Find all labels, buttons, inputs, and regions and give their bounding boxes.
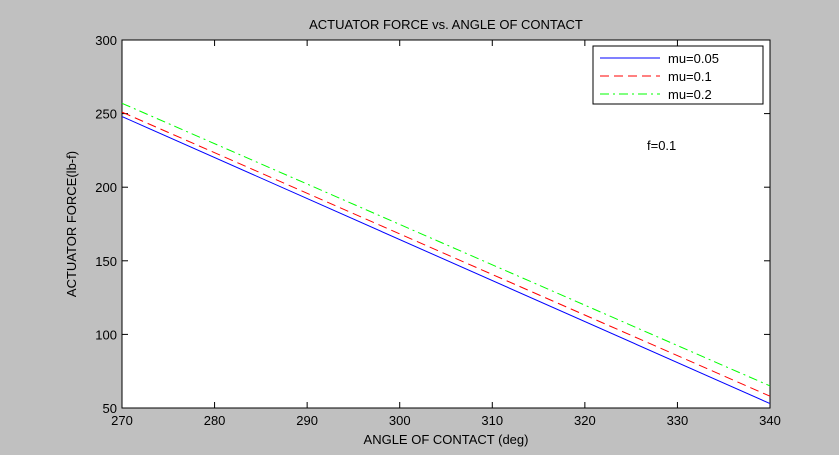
legend: mu=0.05 mu=0.1 mu=0.2 [592,45,764,105]
y-tick-label: 100 [95,327,117,342]
x-tick-label: 290 [296,413,318,428]
y-tick-label: 150 [95,254,117,269]
y-tick-label: 50 [103,401,117,416]
y-tick-label: 200 [95,180,117,195]
axis-ticks: 270 280 290 300 310 320 330 340 50 100 150 200 250 30… [95,33,781,428]
x-tick-label: 330 [667,413,689,428]
x-tick-label: 300 [389,413,411,428]
legend-label: mu=0.1 [668,69,712,84]
y-tick-label: 250 [95,107,117,122]
x-tick-label: 310 [481,413,503,428]
series-lines [121,102,771,405]
x-axis-label: ANGLE OF CONTACT (deg) [364,432,529,447]
annotation-f: f=0.1 [647,138,676,153]
y-tick-label: 300 [95,33,117,48]
series-line-mu-0-1 [121,111,771,397]
x-tick-label: 270 [111,413,133,428]
y-axis-label: ACTUATOR FORCE(lb-f) [64,151,79,297]
legend-label: mu=0.05 [668,51,719,66]
series-line-mu-0-2 [121,102,771,387]
x-tick-label: 340 [759,413,781,428]
x-tick-label: 320 [574,413,596,428]
chart-title: ACTUATOR FORCE vs. ANGLE OF CONTACT [309,17,583,32]
x-tick-label: 280 [204,413,226,428]
series-line-mu-0-05 [121,116,771,405]
legend-label: mu=0.2 [668,87,712,102]
